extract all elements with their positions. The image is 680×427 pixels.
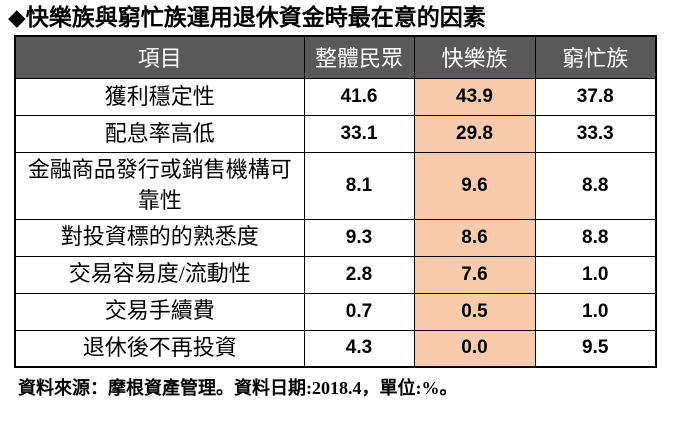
cell-working-poor-group: 33.3 bbox=[534, 115, 657, 154]
table-row: 退休後不再投資 4.3 0.0 9.5 bbox=[14, 329, 657, 368]
comparison-table: 項目 整體民眾 快樂族 窮忙族 獲利穩定性 41.6 43.9 37.8 配息率… bbox=[14, 34, 657, 369]
row-label: 交易手續費 bbox=[14, 292, 305, 331]
cell-working-poor-group: 9.5 bbox=[534, 329, 657, 368]
column-header-item: 項目 bbox=[14, 35, 305, 80]
table-body: 獲利穩定性 41.6 43.9 37.8 配息率高低 33.1 29.8 33.… bbox=[14, 78, 657, 368]
cell-overall: 33.1 bbox=[303, 115, 415, 154]
cell-overall: 41.6 bbox=[303, 78, 415, 117]
table-row: 交易容易度/流動性 2.8 7.6 1.0 bbox=[14, 255, 657, 294]
cell-working-poor-group: 1.0 bbox=[534, 255, 657, 294]
cell-overall: 4.3 bbox=[303, 329, 415, 368]
cell-overall: 9.3 bbox=[303, 218, 415, 257]
table-row: 金融商品發行或銷售機構可靠性 8.1 9.6 8.8 bbox=[14, 152, 657, 220]
cell-overall: 0.7 bbox=[303, 292, 415, 331]
cell-happy-group: 0.0 bbox=[413, 329, 536, 368]
row-label: 獲利穩定性 bbox=[14, 78, 305, 117]
column-header-happy-group: 快樂族 bbox=[413, 35, 536, 80]
row-label: 配息率高低 bbox=[14, 115, 305, 154]
table-row: 對投資標的的熟悉度 9.3 8.6 8.8 bbox=[14, 218, 657, 257]
cell-working-poor-group: 37.8 bbox=[534, 78, 657, 117]
row-label: 交易容易度/流動性 bbox=[14, 255, 305, 294]
table-row: 獲利穩定性 41.6 43.9 37.8 bbox=[14, 78, 657, 117]
cell-working-poor-group: 8.8 bbox=[534, 152, 657, 220]
cell-overall: 8.1 bbox=[303, 152, 415, 220]
cell-working-poor-group: 1.0 bbox=[534, 292, 657, 331]
table-row: 交易手續費 0.7 0.5 1.0 bbox=[14, 292, 657, 331]
cell-happy-group: 9.6 bbox=[413, 152, 536, 220]
source-note: 資料來源：摩根資產管理。資料日期:2018.4，單位:%。 bbox=[18, 378, 458, 399]
row-label: 退休後不再投資 bbox=[14, 329, 305, 368]
cell-happy-group: 7.6 bbox=[413, 255, 536, 294]
row-label: 對投資標的的熟悉度 bbox=[14, 218, 305, 257]
cell-happy-group: 43.9 bbox=[413, 78, 536, 117]
table-row: 配息率高低 33.1 29.8 33.3 bbox=[14, 115, 657, 154]
cell-happy-group: 29.8 bbox=[413, 115, 536, 154]
cell-happy-group: 8.6 bbox=[413, 218, 536, 257]
cell-working-poor-group: 8.8 bbox=[534, 218, 657, 257]
cell-happy-group: 0.5 bbox=[413, 292, 536, 331]
row-label: 金融商品發行或銷售機構可靠性 bbox=[14, 152, 305, 220]
cell-overall: 2.8 bbox=[303, 255, 415, 294]
column-header-overall: 整體民眾 bbox=[303, 35, 415, 80]
table-header-row: 項目 整體民眾 快樂族 窮忙族 bbox=[14, 35, 657, 80]
page-title: ◆快樂族與窮忙族運用退休資金時最在意的因素 bbox=[8, 5, 486, 30]
column-header-working-poor-group: 窮忙族 bbox=[534, 35, 657, 80]
